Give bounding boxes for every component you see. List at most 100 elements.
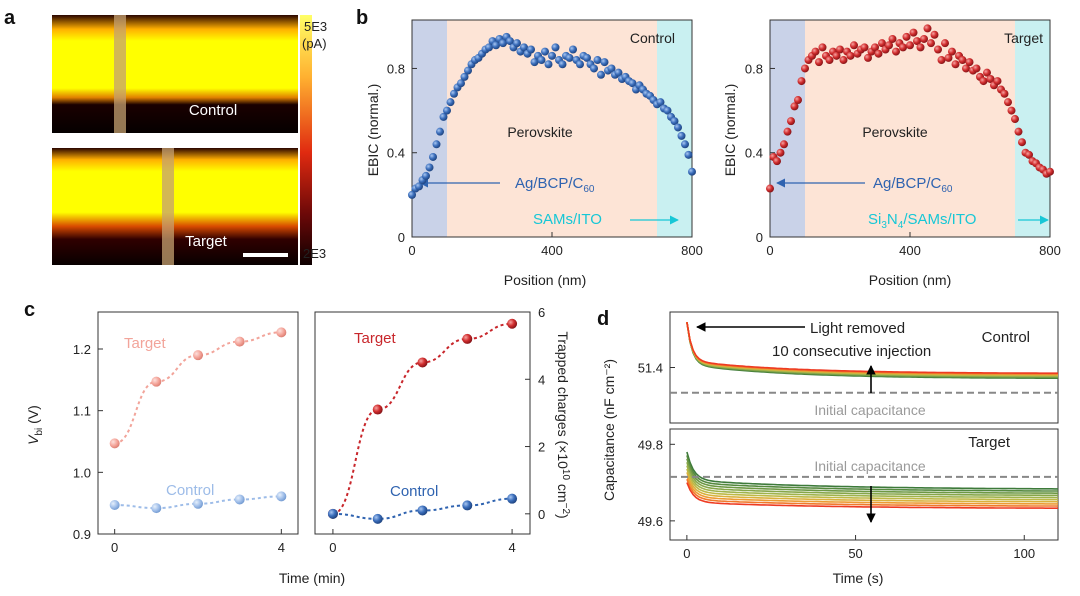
chart-title: Control: [630, 30, 675, 46]
x-tick-label: 4: [508, 540, 515, 555]
data-point: [832, 51, 841, 60]
axis-ticks: 0 400 800 0 0.4 0.8: [387, 61, 703, 258]
data-point: [839, 56, 848, 65]
map-label-control: Control: [189, 102, 237, 119]
data-point: [934, 45, 942, 54]
data-point: [913, 37, 921, 46]
data-point: [787, 117, 795, 126]
data-point: [372, 513, 383, 524]
panel-label-d: d: [597, 308, 609, 330]
ebic-map-control: [52, 15, 298, 133]
data-point: [927, 39, 935, 48]
data-point: [548, 51, 556, 60]
data-point: [1025, 150, 1033, 159]
data-point: [902, 32, 911, 41]
data-point: [439, 112, 448, 121]
map-label-target: Target: [185, 233, 228, 250]
injection-label: 10 consecutive injection: [772, 343, 931, 360]
data-point: [825, 56, 834, 65]
data-point: [958, 56, 967, 65]
data-point: [527, 45, 535, 54]
data-point: [544, 60, 553, 69]
plot-frame-target: [669, 428, 1059, 541]
initial-capacitance-label-control: Initial capacitance: [814, 402, 926, 418]
data-point: [628, 79, 637, 88]
x-axis-label: Time (s): [833, 570, 884, 586]
data-point: [507, 318, 518, 329]
data-point: [565, 53, 574, 62]
x-tick-label: 4: [278, 540, 285, 555]
data-point: [944, 53, 953, 62]
capacitance-trace: [686, 465, 1058, 499]
data-point: [436, 127, 444, 136]
y-tick-label: 1.1: [73, 404, 91, 419]
data-point: [1018, 138, 1026, 147]
data-point: [663, 106, 672, 115]
colorbar: [300, 15, 312, 265]
scale-bar: [243, 253, 288, 257]
data-point: [597, 70, 605, 79]
data-point: [874, 49, 883, 58]
data-point: [499, 39, 507, 48]
panel-label-c: c: [24, 299, 35, 321]
data-point: [576, 60, 584, 69]
data-point: [801, 64, 809, 73]
x-tick-label: 800: [1039, 243, 1061, 258]
data-point: [109, 438, 120, 449]
data-point: [513, 39, 521, 48]
y-tick-label: 49.6: [638, 514, 663, 529]
data-point: [109, 500, 120, 511]
axis-ticks: 0 4 0.9 1.0 1.1 1.2: [73, 342, 285, 555]
data-point: [327, 508, 338, 519]
panel-b-control: b 0 400 800 0 0.4 0.8 Position (nm) EBIC (nor…: [356, 7, 703, 288]
initial-capacitance-label-target: Initial capacitance: [814, 458, 926, 474]
data-point: [688, 167, 696, 176]
axis-ticks: 0 50 100 51.4 49.6 49.8: [638, 361, 1035, 562]
data-point: [965, 58, 974, 67]
capacitance-trace: [686, 475, 1058, 505]
data-point: [790, 102, 799, 111]
x-axis-label: Position (nm): [504, 272, 586, 288]
y-tick-label: 1.2: [73, 342, 91, 357]
colorbar-min-label: 2E3: [303, 246, 326, 261]
data-point: [916, 43, 925, 52]
y-tick-label: 1.0: [73, 465, 91, 480]
data-point: [941, 39, 949, 48]
data-point: [681, 140, 689, 149]
data-point: [888, 34, 897, 43]
capacitance-trace: [686, 458, 1058, 494]
data-point: [462, 500, 473, 511]
capacitance-trace: [686, 472, 1059, 503]
data-point: [962, 64, 970, 73]
data-point: [783, 127, 792, 136]
data-point: [446, 98, 455, 107]
data-point: [558, 60, 567, 69]
axis-ticks: 0 4 0 2 4 6: [329, 305, 545, 555]
data-point: [551, 43, 560, 52]
data-point: [583, 53, 591, 62]
data-point: [986, 74, 995, 83]
data-point: [485, 43, 493, 52]
y-axis-label-right: Trapped charges (×1010 cm−2): [555, 331, 571, 518]
data-point: [797, 77, 806, 86]
data-point: [415, 182, 423, 191]
data-point: [422, 171, 430, 180]
y-tick-label: 6: [538, 305, 545, 320]
x-tick-label: 0: [329, 540, 336, 555]
ito-label: SAMs/ITO: [533, 211, 602, 228]
data-point: [1007, 106, 1016, 115]
capacitance-trace: [686, 468, 1058, 501]
y-tick-label: 0: [538, 507, 545, 522]
data-point: [234, 336, 245, 347]
data-point: [590, 64, 598, 73]
data-point: [507, 493, 518, 504]
data-series: [327, 318, 518, 524]
data-point: [906, 41, 914, 50]
data-point: [766, 184, 774, 193]
data-point: [492, 41, 500, 50]
y-axis-label: Capacitance (nF cm⁻²): [601, 359, 617, 501]
data-points: [766, 24, 1054, 193]
data-point: [794, 96, 802, 105]
data-point: [818, 43, 827, 52]
data-point: [537, 56, 546, 65]
